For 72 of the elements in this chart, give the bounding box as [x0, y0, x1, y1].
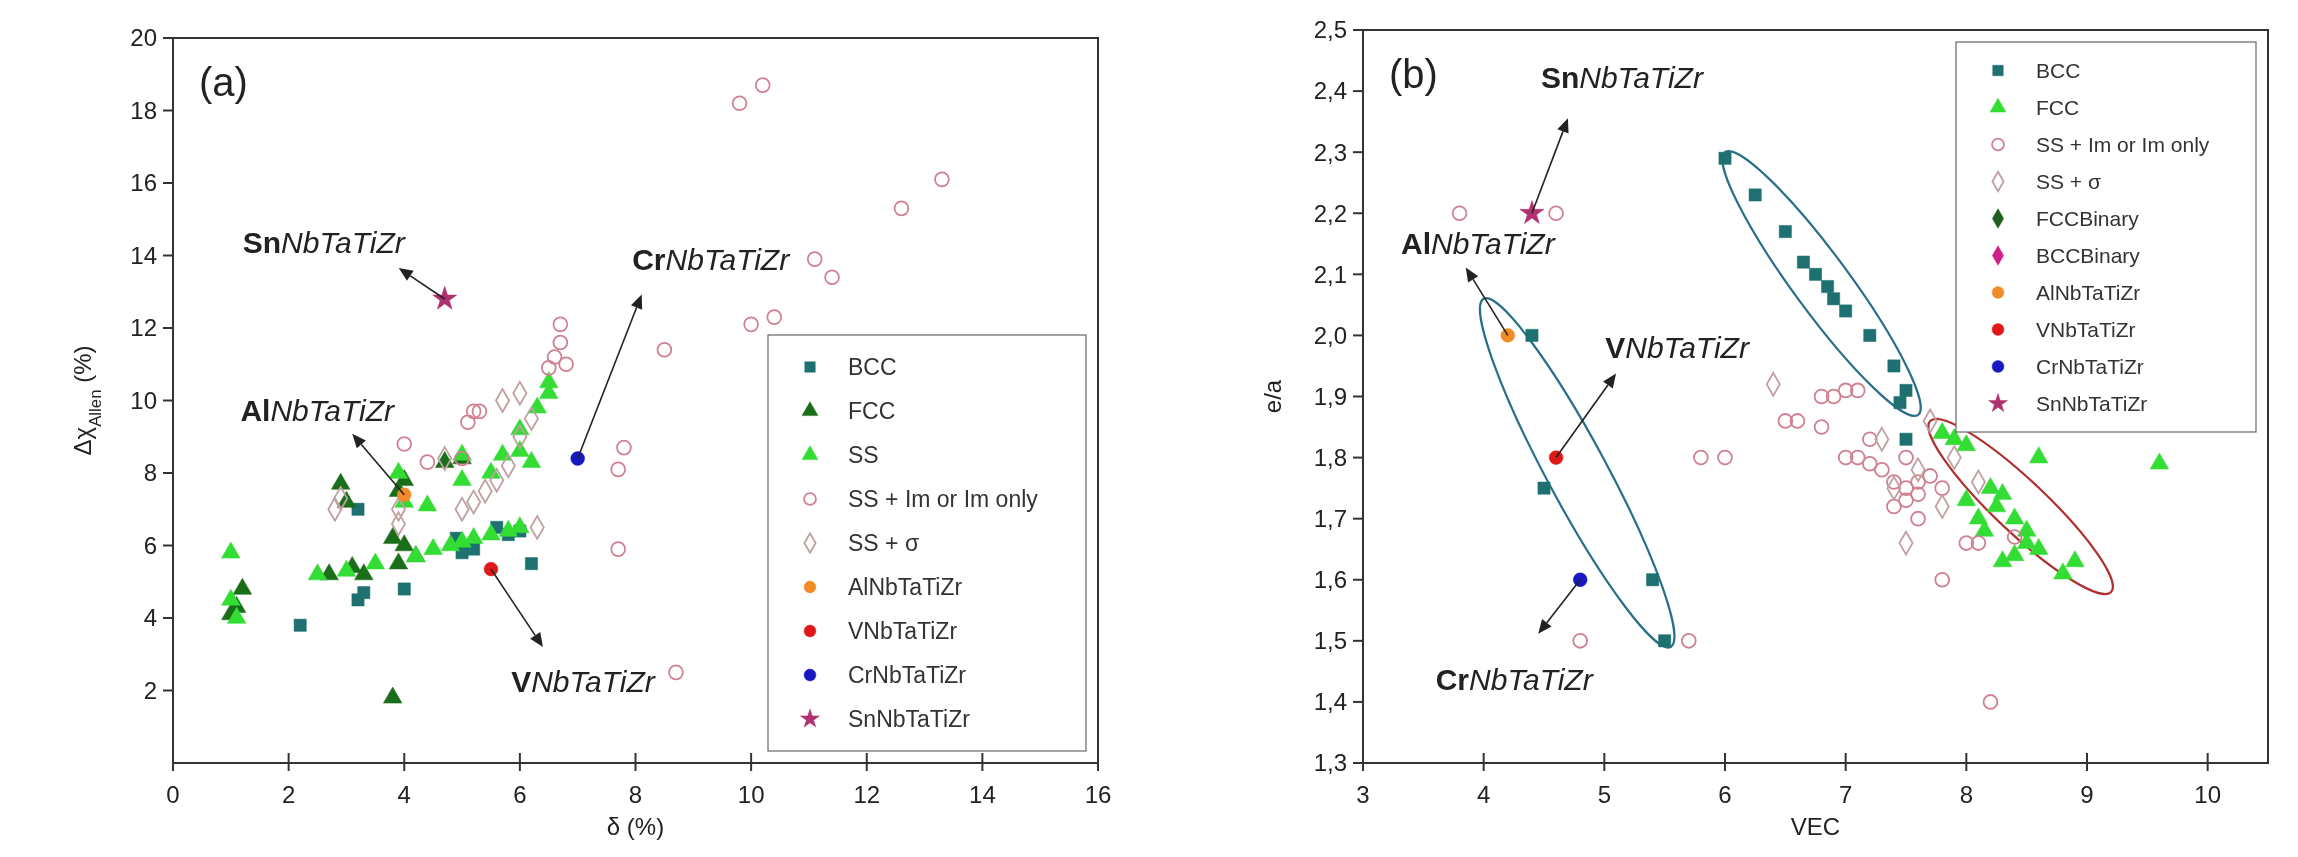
y-tick-label: 16: [130, 169, 157, 197]
y-tick-label: 2,3: [1313, 138, 1347, 166]
x-tick-label: 0: [166, 781, 180, 808]
legend-label: SS + Im or Im only: [2036, 132, 2210, 156]
legend-label: BCC: [848, 354, 897, 381]
annotation: SnNbTaTiZr: [242, 225, 406, 259]
legend-label: SnNbTaTiZr: [848, 706, 971, 733]
legend-label: SS + σ: [848, 530, 920, 557]
legend-label: VNbTaTiZr: [848, 618, 958, 645]
y-tick-label: 8: [143, 459, 157, 487]
y-tick-label: 1,3: [1313, 749, 1347, 777]
annotation: CrNbTaTiZr: [632, 243, 791, 276]
y-tick-label: 2,4: [1313, 77, 1347, 105]
annotation: SnNbTaTiZr: [1540, 60, 1704, 94]
legend-label: FCC: [2036, 95, 2080, 119]
annotation: CrNbTaTiZr: [1435, 663, 1594, 697]
legend-label: BCC: [2036, 58, 2081, 82]
x-tick-label: 9: [2080, 781, 2094, 808]
x-tick-label: 4: [397, 781, 411, 808]
y-tick-label: 20: [130, 24, 157, 52]
x-tick-label: 12: [853, 781, 881, 808]
y-tick-label: 4: [143, 604, 157, 632]
legend-label: BCCBinary: [2036, 243, 2141, 267]
x-tick-label: 2: [281, 781, 296, 808]
y-tick-label: 10: [130, 386, 157, 414]
y-tick-label: 2,2: [1313, 199, 1347, 227]
y-tick-label: 2,0: [1313, 321, 1347, 349]
x-tick-label: 8: [628, 781, 643, 808]
x-tick-label: 6: [513, 781, 527, 808]
legend-label: VNbTaTiZr: [2036, 317, 2136, 341]
x-axis-title: δ (%): [606, 813, 665, 840]
y-tick-label: 12: [130, 314, 157, 342]
annotation: (a): [199, 60, 248, 104]
x-tick-label: 8: [1959, 781, 1974, 808]
x-tick-label: 7: [1838, 781, 1853, 808]
legend-label: CrNbTaTiZr: [2036, 354, 2144, 378]
x-tick-label: 3: [1356, 781, 1370, 808]
x-tick-label: 10: [2194, 781, 2222, 808]
y-tick-label: 18: [130, 96, 157, 124]
y-axis-title: e/a: [1259, 379, 1286, 414]
annotation: VNbTaTiZr: [511, 664, 656, 698]
legend-label: SS: [848, 442, 879, 469]
y-tick-label: 2,1: [1313, 260, 1347, 288]
y-tick-label: 1,8: [1313, 443, 1347, 471]
x-tick-label: 5: [1597, 781, 1612, 808]
y-tick-label: 2,5: [1313, 16, 1347, 44]
x-tick-label: 14: [969, 781, 996, 808]
x-tick-label: 10: [737, 781, 765, 808]
legend-label: SnNbTaTiZr: [2036, 391, 2148, 415]
legend-label: AlNbTaTiZr: [2036, 280, 2141, 304]
annotation: VNbTaTiZr: [1605, 331, 1750, 365]
legend-label: SS + Im or Im only: [848, 486, 1039, 513]
y-tick-label: 6: [143, 531, 157, 559]
y-tick-label: 1,4: [1313, 688, 1347, 716]
y-tick-label: 14: [130, 241, 157, 269]
x-axis-title: VEC: [1790, 813, 1841, 840]
x-tick-label: 6: [1718, 781, 1732, 808]
x-tick-label: 16: [1084, 781, 1112, 808]
x-tick-label: 4: [1476, 781, 1491, 808]
legend-label: SS + σ: [2036, 169, 2101, 193]
legend-label: AlNbTaTiZr: [848, 574, 963, 601]
y-tick-label: 2: [143, 676, 157, 704]
annotation: AlNbTaTiZr: [1400, 226, 1556, 260]
legend-label: CrNbTaTiZr: [848, 662, 967, 689]
legend-label: FCC: [848, 398, 896, 425]
y-tick-label: 1,9: [1313, 382, 1347, 410]
y-tick-label: 1,6: [1313, 566, 1347, 594]
y-tick-label: 1,7: [1313, 505, 1347, 533]
annotation: AlNbTaTiZr: [240, 394, 396, 428]
annotation: (b): [1389, 52, 1438, 96]
y-tick-label: 1,5: [1313, 627, 1347, 655]
legend-label: FCCBinary: [2036, 206, 2140, 230]
